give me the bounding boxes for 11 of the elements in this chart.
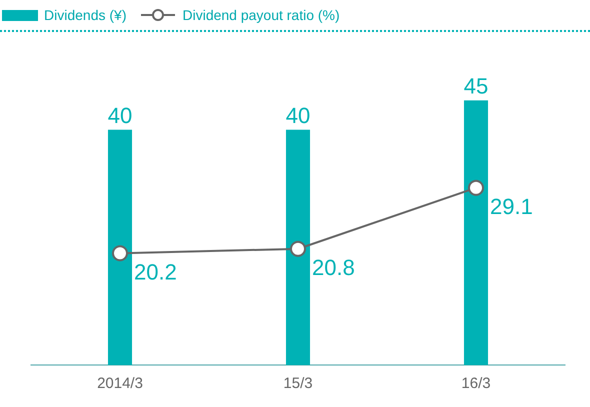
data-label: 40 <box>108 102 132 128</box>
x-tick-label: 2014/3 <box>97 375 143 392</box>
data-label: 45 <box>464 73 488 98</box>
legend-label: Dividends (¥) <box>44 7 126 23</box>
data-label: 20.8 <box>312 254 355 280</box>
data-label: 29.1 <box>490 194 533 219</box>
data-label: 40 <box>286 102 310 128</box>
legend-label: Dividend payout ratio (%) <box>182 7 340 23</box>
x-tick-label: 15/3 <box>283 375 313 392</box>
data-label: 20.2 <box>134 259 177 284</box>
x-tick-label: 16/3 <box>461 375 491 392</box>
